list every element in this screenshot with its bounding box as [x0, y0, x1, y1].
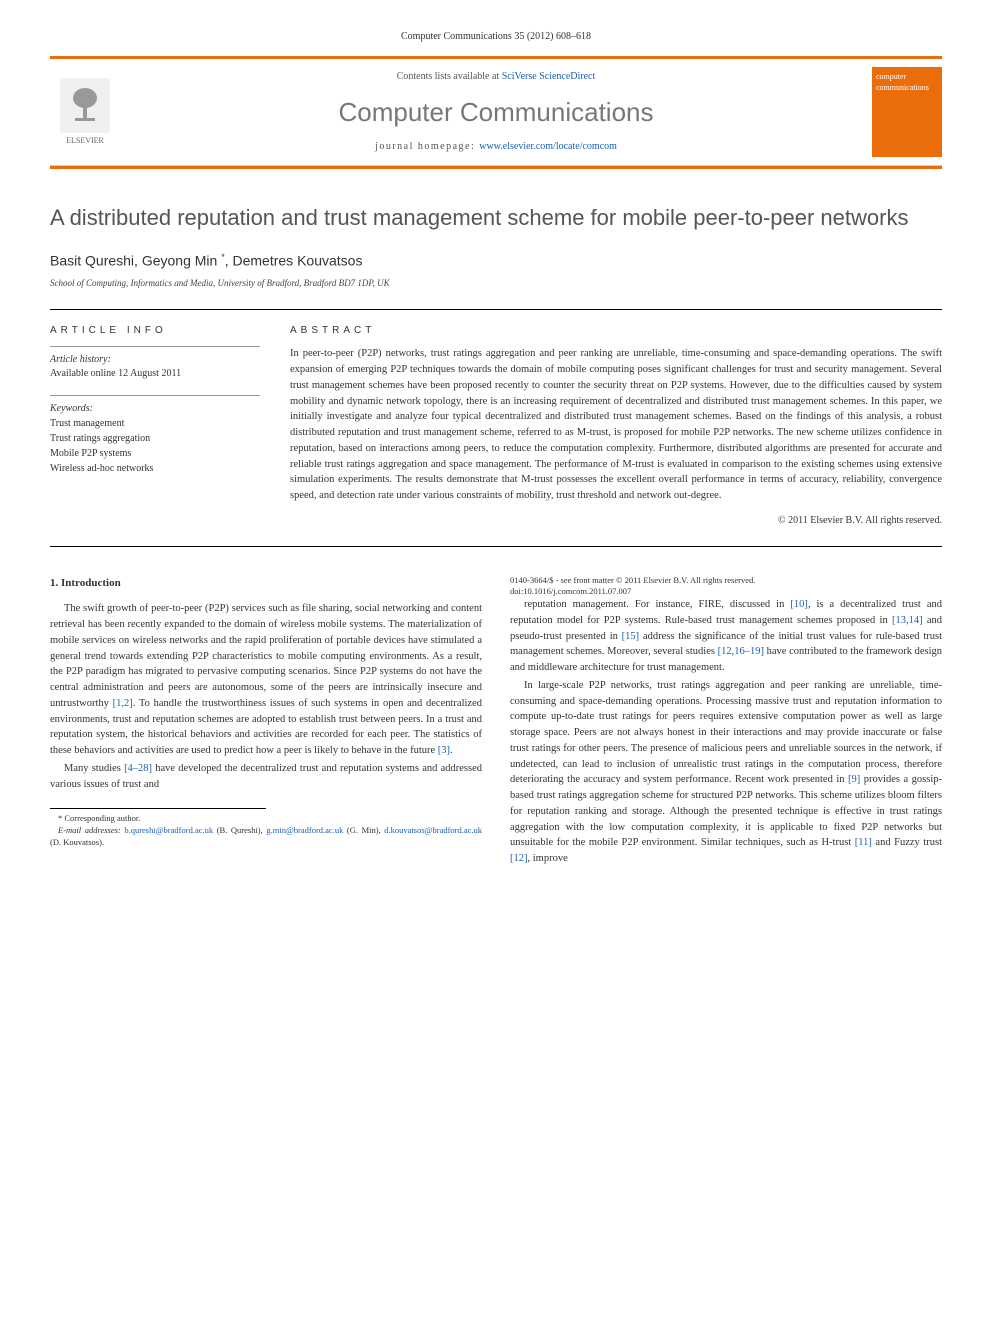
- section-1-heading: 1. Introduction: [50, 575, 482, 592]
- running-header: Computer Communications 35 (2012) 608–61…: [50, 30, 942, 44]
- citation-link[interactable]: [12]: [510, 853, 528, 864]
- email-attribution: (D. Kouvatsos).: [50, 837, 104, 847]
- article-title: A distributed reputation and trust manag…: [50, 204, 942, 233]
- citation-link[interactable]: [13,14]: [892, 615, 923, 626]
- author-email-link[interactable]: g.min@bradford.ac.uk: [266, 825, 343, 835]
- affiliation: School of Computing, Informatics and Med…: [50, 277, 942, 290]
- email-attribution: (B. Qureshi),: [217, 825, 263, 835]
- contents-available-line: Contents lists available at SciVerse Sci…: [120, 70, 872, 84]
- article-history-label: Article history:: [50, 353, 260, 367]
- article-history-block: Article history: Available online 12 Aug…: [50, 346, 260, 381]
- keywords-label: Keywords:: [50, 402, 260, 416]
- body-two-column: 1. Introduction The swift growth of peer…: [50, 575, 942, 867]
- footnote-separator: [50, 808, 266, 809]
- citation-link[interactable]: [15]: [622, 631, 640, 642]
- author-1: Basit Qureshi: [50, 252, 134, 268]
- citation-link[interactable]: [3]: [438, 745, 450, 756]
- homepage-prefix: journal homepage:: [375, 141, 479, 152]
- body-paragraph: The swift growth of peer-to-peer (P2P) s…: [50, 601, 482, 759]
- author-email-link[interactable]: b.qureshi@bradford.ac.uk: [124, 825, 213, 835]
- cover-word-1: computer: [876, 71, 938, 82]
- corresponding-marker: *: [221, 252, 225, 262]
- journal-homepage-link[interactable]: www.elsevier.com/locate/comcom: [479, 141, 617, 152]
- front-matter-line: 0140-3664/$ - see front matter © 2011 El…: [510, 575, 942, 586]
- keywords-list: Trust management Trust ratings aggregati…: [50, 416, 260, 476]
- publisher-logo: ELSEVIER: [50, 72, 120, 152]
- abstract-heading: ABSTRACT: [290, 324, 942, 338]
- keyword-item: Trust ratings aggregation: [50, 431, 260, 446]
- author-2: Geyong Min: [142, 252, 217, 268]
- citation-link[interactable]: [11]: [855, 837, 872, 848]
- body-paragraph: reputation management. For instance, FIR…: [510, 597, 942, 676]
- cover-word-2: communications: [876, 82, 938, 93]
- abstract-text: In peer-to-peer (P2P) networks, trust ra…: [290, 346, 942, 504]
- abstract-column: ABSTRACT In peer-to-peer (P2P) networks,…: [290, 324, 942, 528]
- author-email-link[interactable]: d.kouvatsos@bradford.ac.uk: [384, 825, 482, 835]
- article-info-heading: ARTICLE INFO: [50, 324, 260, 338]
- citation-link[interactable]: [10]: [790, 599, 808, 610]
- corresponding-author-footnote: * Corresponding author.: [50, 813, 482, 825]
- author-3: Demetres Kouvatsos: [233, 252, 363, 268]
- elsevier-tree-icon: [60, 78, 110, 133]
- citation-link[interactable]: [12,16–19]: [718, 646, 764, 657]
- keywords-block: Keywords: Trust management Trust ratings…: [50, 395, 260, 476]
- citation-link[interactable]: [9]: [848, 774, 860, 785]
- body-paragraph: Many studies [4–28] have developed the d…: [50, 761, 482, 793]
- publisher-name: ELSEVIER: [66, 135, 104, 146]
- email-attribution: (G. Min),: [347, 825, 381, 835]
- keyword-item: Wireless ad-hoc networks: [50, 461, 260, 476]
- citation-link[interactable]: [1,2]: [113, 698, 133, 709]
- keyword-item: Trust management: [50, 416, 260, 431]
- emails-label: E-mail addresses:: [58, 825, 121, 835]
- header-bar-bottom-rule: [50, 166, 942, 169]
- journal-header-center: Contents lists available at SciVerse Sci…: [120, 70, 872, 154]
- abstract-copyright: © 2011 Elsevier B.V. All rights reserved…: [290, 514, 942, 528]
- journal-homepage-line: journal homepage: www.elsevier.com/locat…: [120, 140, 872, 154]
- info-abstract-row: ARTICLE INFO Article history: Available …: [50, 309, 942, 547]
- keyword-item: Mobile P2P systems: [50, 446, 260, 461]
- contents-prefix: Contents lists available at: [397, 71, 502, 82]
- citation-link[interactable]: [4–28]: [124, 763, 152, 774]
- sciencedirect-link[interactable]: SciVerse ScienceDirect: [502, 71, 596, 82]
- authors-line: Basit Qureshi, Geyong Min *, Demetres Ko…: [50, 251, 942, 271]
- doi-block: 0140-3664/$ - see front matter © 2011 El…: [510, 575, 942, 597]
- journal-header-bar: ELSEVIER Contents lists available at Sci…: [50, 56, 942, 166]
- article-history-value: Available online 12 August 2011: [50, 367, 260, 381]
- journal-title: Computer Communications: [120, 94, 872, 130]
- body-paragraph: In large-scale P2P networks, trust ratin…: [510, 678, 942, 867]
- article-info-column: ARTICLE INFO Article history: Available …: [50, 324, 260, 528]
- journal-cover-thumbnail: computer communications: [872, 67, 942, 157]
- doi-line: doi:10.1016/j.comcom.2011.07.007: [510, 586, 942, 597]
- email-footnote: E-mail addresses: b.qureshi@bradford.ac.…: [50, 825, 482, 849]
